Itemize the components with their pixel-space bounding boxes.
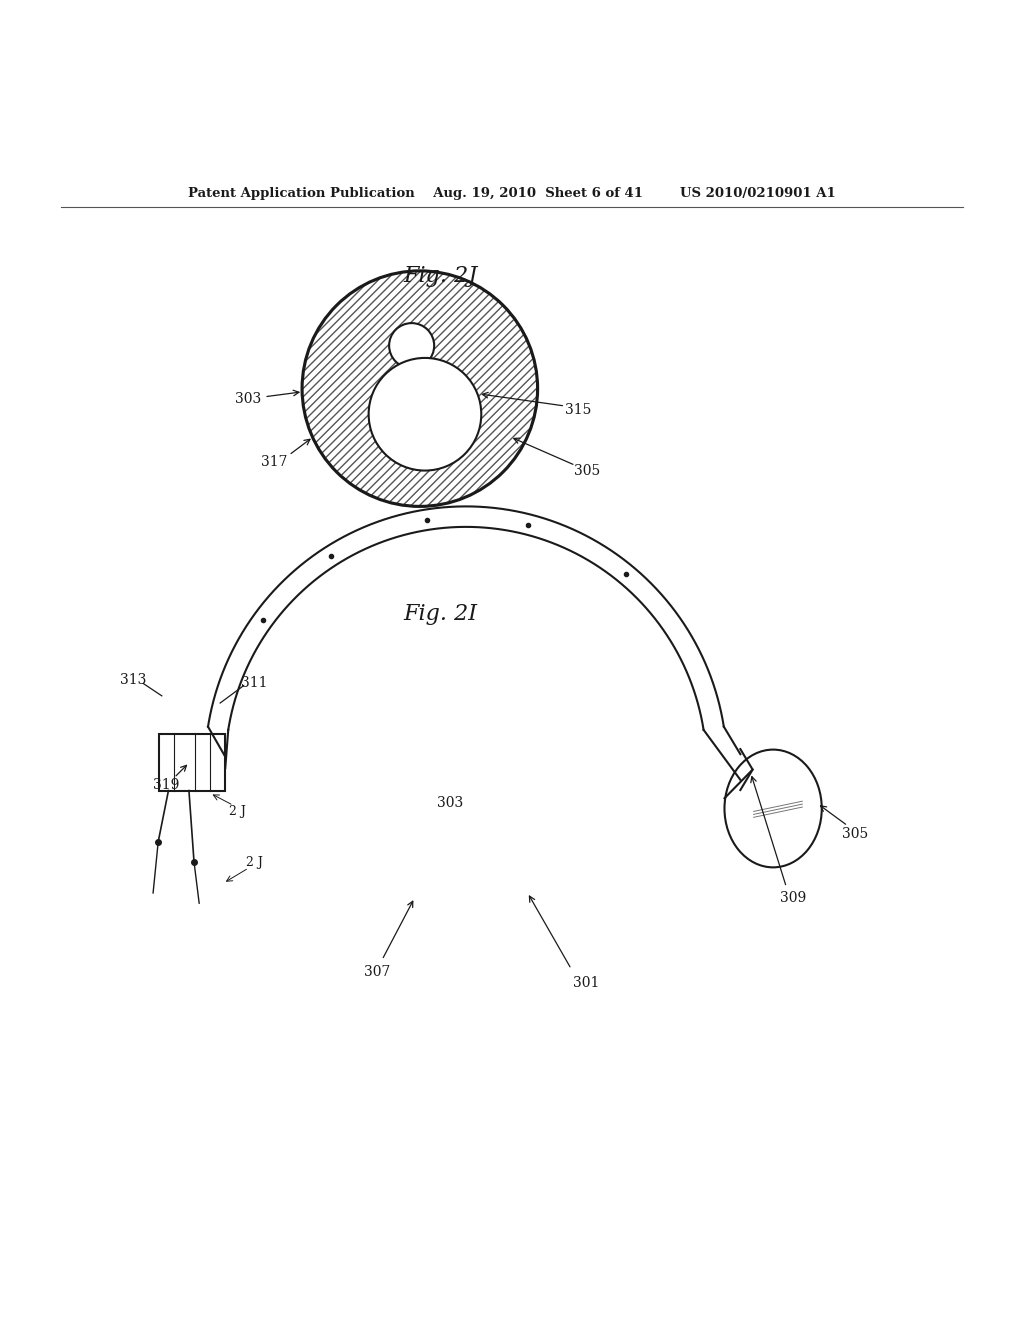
Text: 303: 303 xyxy=(234,392,261,405)
Text: 307: 307 xyxy=(364,965,390,979)
Text: 309: 309 xyxy=(780,891,807,904)
Text: 317: 317 xyxy=(261,455,288,470)
Text: 319: 319 xyxy=(153,777,179,792)
Text: 2 J: 2 J xyxy=(246,857,262,870)
Bar xyxy=(159,734,225,791)
Text: Patent Application Publication    Aug. 19, 2010  Sheet 6 of 41        US 2010/02: Patent Application Publication Aug. 19, … xyxy=(188,186,836,199)
Circle shape xyxy=(389,323,434,368)
Text: 2 J: 2 J xyxy=(229,805,246,818)
Text: 315: 315 xyxy=(565,403,592,417)
Text: Fig. 2I: Fig. 2I xyxy=(403,603,477,624)
Text: 305: 305 xyxy=(573,463,600,478)
Circle shape xyxy=(369,358,481,470)
Text: 301: 301 xyxy=(572,975,599,990)
Text: Fig. 2J: Fig. 2J xyxy=(403,265,477,286)
Text: 313: 313 xyxy=(120,673,146,688)
Ellipse shape xyxy=(725,750,821,867)
Circle shape xyxy=(302,271,538,507)
Text: 303: 303 xyxy=(437,796,464,810)
Text: 311: 311 xyxy=(241,676,267,689)
Text: 305: 305 xyxy=(842,828,868,841)
